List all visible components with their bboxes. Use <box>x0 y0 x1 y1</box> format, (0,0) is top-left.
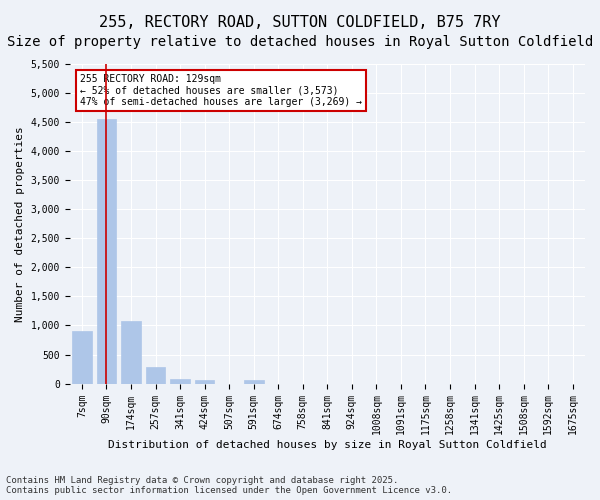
Bar <box>121 321 141 384</box>
Y-axis label: Number of detached properties: Number of detached properties <box>15 126 25 322</box>
Text: Contains HM Land Registry data © Crown copyright and database right 2025.
Contai: Contains HM Land Registry data © Crown c… <box>6 476 452 495</box>
Bar <box>146 366 166 384</box>
Bar <box>72 332 92 384</box>
Bar <box>195 380 214 384</box>
Text: 255 RECTORY ROAD: 129sqm
← 52% of detached houses are smaller (3,573)
47% of sem: 255 RECTORY ROAD: 129sqm ← 52% of detach… <box>80 74 362 107</box>
Bar <box>244 380 263 384</box>
Text: Size of property relative to detached houses in Royal Sutton Coldfield: Size of property relative to detached ho… <box>7 35 593 49</box>
X-axis label: Distribution of detached houses by size in Royal Sutton Coldfield: Distribution of detached houses by size … <box>108 440 547 450</box>
Text: 255, RECTORY ROAD, SUTTON COLDFIELD, B75 7RY: 255, RECTORY ROAD, SUTTON COLDFIELD, B75… <box>99 15 501 30</box>
Bar <box>97 119 116 384</box>
Bar <box>170 379 190 384</box>
